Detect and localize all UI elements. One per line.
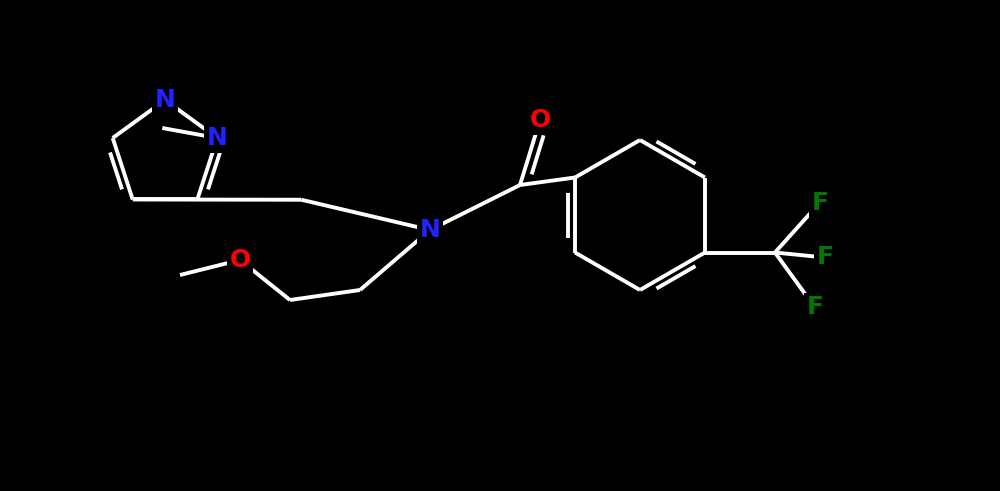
Text: F: F <box>806 296 823 320</box>
Text: N: N <box>155 88 175 112</box>
Text: F: F <box>816 246 833 270</box>
Text: F: F <box>811 191 828 215</box>
Text: N: N <box>207 126 228 150</box>
Text: O: O <box>529 108 551 132</box>
Text: O: O <box>229 248 251 272</box>
Text: N: N <box>420 218 440 242</box>
